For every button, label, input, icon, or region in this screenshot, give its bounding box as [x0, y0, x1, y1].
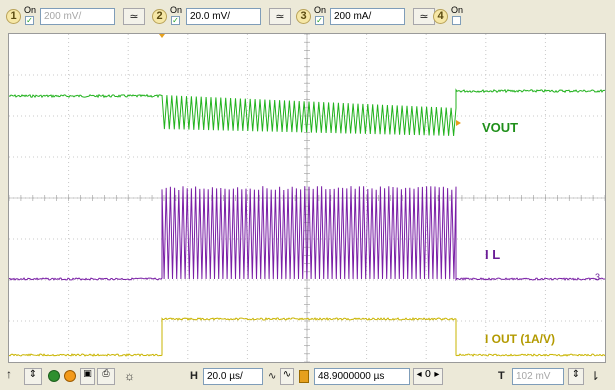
ac-coupling-icon: ≃	[275, 10, 285, 23]
channel-3-on-label: On	[314, 5, 327, 15]
timebase-toolbar: ↑ ⇕ ▣ ⎙ ☼ H 20.0 µs/ ∿ ∿ 48.9000000 µs ◂…	[0, 364, 615, 390]
channel-1-coupling-button[interactable]: ≃	[123, 8, 145, 25]
vout-waveform	[9, 88, 605, 136]
channel-2-on-checkbox[interactable]: ✓	[171, 16, 180, 25]
channel-3-ground-marker[interactable]: 3	[595, 272, 601, 282]
print-icon[interactable]: ⎙	[97, 368, 115, 385]
brightness-icon[interactable]: ☼	[124, 369, 135, 383]
trigger-level-field[interactable]: 102 mV	[512, 368, 564, 385]
channel-2-coupling-button[interactable]: ≃	[269, 8, 291, 25]
vout-trace-label: VOUT	[482, 120, 519, 135]
horizontal-label: H	[190, 370, 198, 382]
channel-1-on-checkbox[interactable]: ✓	[25, 16, 34, 25]
trigger-arrow-icon[interactable]: ↑	[6, 367, 12, 381]
horizontal-position-field[interactable]: 48.9000000 µs	[314, 368, 410, 385]
iout-waveform	[9, 316, 605, 357]
delay-mode-icon[interactable]: ∿	[280, 368, 294, 385]
channel-1-scale-field[interactable]: 200 mV/	[40, 8, 115, 25]
channel-4-badge[interactable]: 4	[433, 9, 448, 24]
horizontal-scale-field[interactable]: 20.0 µs/	[203, 368, 263, 385]
channel-2-badge[interactable]: 2	[152, 9, 167, 24]
run-stop-stepper[interactable]: ⇕	[24, 368, 42, 385]
single-indicator-icon[interactable]	[64, 370, 76, 382]
oscilloscope-display: VOUT I L I OUT (1A/V) 3	[8, 33, 606, 363]
channel-3-coupling-button[interactable]: ≃	[413, 8, 435, 25]
vout-level-marker	[456, 120, 461, 126]
trigger-position-icon	[299, 370, 309, 383]
run-indicator-icon[interactable]	[48, 370, 60, 382]
position-nudge-buttons[interactable]: ◂ 0 ▸	[413, 368, 443, 385]
channel-4-on-label: On	[451, 5, 464, 15]
il-trace-label: I L	[485, 247, 501, 262]
trigger-label: T	[498, 370, 505, 382]
iout-trace-label: I OUT (1A/V)	[485, 332, 556, 346]
trigger-time-marker	[159, 34, 165, 38]
waveform-canvas	[9, 34, 605, 362]
channel-1-badge[interactable]: 1	[6, 9, 21, 24]
trigger-level-stepper[interactable]: ⇕	[568, 368, 584, 385]
autoscale-icon[interactable]: ▣	[80, 368, 95, 385]
channel-1-on-label: On	[24, 5, 37, 15]
trigger-edge-icon[interactable]: ⇂	[590, 369, 601, 383]
channel-4-on-checkbox[interactable]	[452, 16, 461, 25]
channel-3-scale-field[interactable]: 200 mA/	[330, 8, 405, 25]
il-waveform	[9, 186, 605, 282]
channel-2-scale-field[interactable]: 20.0 mV/	[186, 8, 261, 25]
graticule	[9, 34, 605, 362]
delay-reference-icon[interactable]: ∿	[268, 371, 277, 382]
channel-toolbar: 1 On ✓ 200 mV/ ≃ 2 On ✓ 20.0 mV/ ≃ 3 On …	[0, 0, 615, 32]
dc-coupling-icon: ≃	[129, 10, 139, 23]
dc-coupling-icon: ≃	[419, 10, 429, 23]
channel-3-badge[interactable]: 3	[296, 9, 311, 24]
channel-3-on-checkbox[interactable]: ✓	[315, 16, 324, 25]
channel-2-on-label: On	[170, 5, 183, 15]
